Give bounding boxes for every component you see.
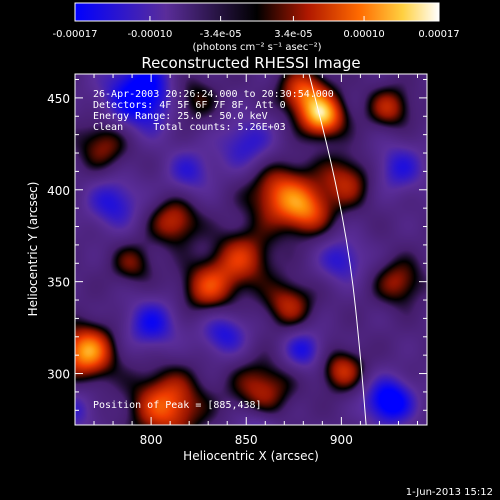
colorbar-tick-label: -3.4e-05 — [200, 29, 242, 40]
info-line-time: 26-Apr-2003 20:26:24.000 to 20:30:54.000 — [93, 89, 334, 100]
colorbar-tick-label: -0.00017 — [53, 29, 98, 40]
colorbar-units: (photons cm⁻² s⁻¹ asec⁻²) — [192, 42, 321, 53]
plot-title: Reconstructed RHESSI Image — [141, 54, 360, 72]
colorbar-tick-label: 0.00010 — [343, 29, 384, 40]
x-tick-label: 800 — [140, 433, 163, 447]
x-tick-label: 900 — [330, 433, 353, 447]
heatmap — [75, 74, 427, 425]
colorbar-gradient — [74, 2, 440, 22]
plot-frame — [74, 73, 428, 426]
info-line-clean: Clean Total counts: 5.26E+03 — [93, 122, 286, 133]
y-axis-title: Heliocentric Y (arcsec) — [26, 182, 40, 317]
info-line-detectors: Detectors: 4F 5F 6F 7F 8F, Att 0 — [93, 100, 286, 111]
colorbar-ticks: -0.00017 -0.00010 -3.4e-05 3.4e-05 0.00010 0.… — [53, 16, 460, 40]
axes: 800 850 900 300 350 400 450 — [47, 74, 427, 447]
peak-position-label: Position of Peak = [885,438] — [93, 400, 262, 411]
y-tick-label: 450 — [47, 92, 70, 106]
y-tick-label: 350 — [47, 276, 70, 290]
y-tick-label: 300 — [47, 368, 70, 382]
footer-timestamp: 1-Jun-2013 15:12 — [406, 487, 493, 498]
colorbar: -0.00017 -0.00010 -3.4e-05 3.4e-05 0.00010 0.… — [53, 2, 460, 53]
colorbar-tick-label: -0.00010 — [127, 29, 172, 40]
colorbar-tick-label: 0.00017 — [418, 29, 459, 40]
info-line-energy: Energy Range: 25.0 - 50.0 keV — [93, 111, 268, 122]
x-tick-label: 850 — [235, 433, 258, 447]
x-axis-title: Heliocentric X (arcsec) — [183, 449, 319, 463]
solar-limb-curve — [308, 74, 367, 425]
info-annotation: 26-Apr-2003 20:26:24.000 to 20:30:54.000… — [93, 89, 334, 133]
colorbar-tick-label: 3.4e-05 — [274, 29, 312, 40]
y-tick-label: 400 — [47, 184, 70, 198]
